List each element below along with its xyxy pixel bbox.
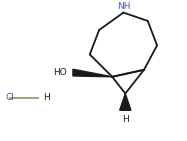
Text: H: H bbox=[43, 93, 49, 102]
Polygon shape bbox=[73, 69, 112, 77]
Text: Cl: Cl bbox=[6, 93, 14, 102]
Text: NH: NH bbox=[117, 2, 130, 11]
Text: HO: HO bbox=[53, 68, 66, 77]
Polygon shape bbox=[120, 93, 131, 110]
Text: H: H bbox=[122, 115, 129, 124]
